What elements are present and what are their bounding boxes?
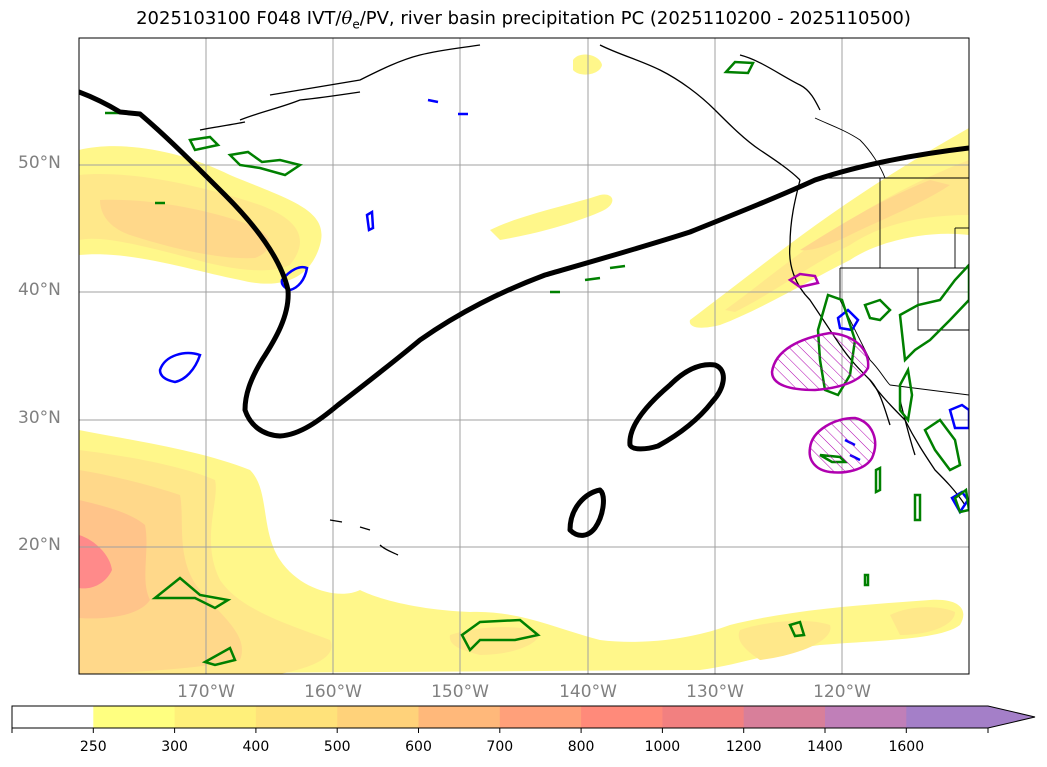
colorbar-tick-label: 1400: [807, 739, 843, 755]
lon-label: 130°W: [686, 682, 744, 702]
lon-label: 160°W: [304, 682, 362, 702]
ivt-region-south: [79, 430, 964, 674]
colorbar-segment: [418, 706, 501, 728]
colorbar-tick-label: 1200: [725, 739, 762, 755]
colorbar-segment: [337, 706, 419, 728]
colorbar-tick-label: 1600: [888, 739, 925, 755]
theta-symbol: θ: [341, 8, 353, 29]
theta-subscript: e: [352, 17, 360, 32]
magenta-contours: [770, 272, 877, 474]
colorbar-segment: [743, 706, 826, 728]
colorbar-ticks: [11, 728, 989, 733]
lon-label: 150°W: [431, 682, 489, 702]
colorbar-tick-label: 400: [242, 739, 270, 755]
map-title: 2025103100 F048 IVT/θe/PV, river basin p…: [0, 8, 1047, 32]
colorbar-extend-arrow: [988, 706, 1035, 728]
lon-label: 120°W: [813, 682, 871, 702]
lat-label: 30°N: [18, 408, 61, 428]
lon-label: 170°W: [177, 682, 235, 702]
colorbar-segment: [825, 706, 907, 728]
ivt-patch: [490, 194, 613, 240]
lat-label: 20°N: [18, 535, 61, 555]
colorbar-segment: [581, 706, 663, 728]
colorbar-segment: [662, 706, 745, 728]
colorbar-segment: [93, 706, 176, 728]
title-suffix: /PV, river basin precipitation PC (20251…: [359, 8, 911, 29]
colorbar-segment: [255, 706, 338, 728]
lat-label: 40°N: [18, 280, 61, 300]
colorbar-segments: [12, 706, 1035, 728]
colorbar-segment: [499, 706, 582, 728]
black-contours: [79, 89, 969, 538]
coastlines: [199, 44, 966, 556]
colorbar-tick-label: 500: [323, 739, 351, 755]
colorbar-segment: [12, 706, 94, 728]
colorbar-outline: [11, 705, 1036, 729]
ivt-region-northwest: [79, 146, 322, 284]
colorbar-tick-label: 800: [567, 739, 595, 755]
colorbar-tick-label: 300: [161, 739, 188, 755]
colorbar-tick-label: 250: [79, 739, 107, 755]
colorbar-segment: [174, 706, 257, 728]
map-frame: [78, 37, 970, 675]
colorbar-tick-label: 600: [405, 739, 432, 755]
lon-label: 140°W: [559, 682, 617, 702]
colorbar-tick-label: 1000: [644, 739, 681, 755]
colorbar-segment: [906, 706, 989, 728]
colorbar-tick-label: 700: [486, 739, 514, 755]
title-prefix: 2025103100 F048 IVT/: [136, 8, 342, 29]
gridlines: [79, 38, 969, 674]
lat-label: 50°N: [18, 153, 61, 173]
